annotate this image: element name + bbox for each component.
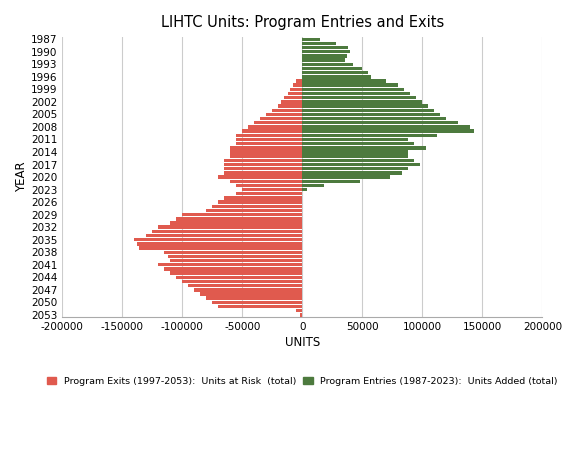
Bar	[302, 138, 408, 141]
Bar	[170, 271, 302, 275]
Bar	[281, 100, 302, 104]
Bar	[302, 117, 447, 120]
Bar	[302, 109, 434, 112]
Bar	[218, 176, 302, 179]
Bar	[297, 309, 302, 313]
Bar	[182, 280, 302, 283]
Bar	[137, 242, 302, 246]
Bar	[200, 292, 302, 296]
Bar	[302, 134, 437, 137]
Bar	[300, 313, 302, 317]
Bar	[266, 113, 302, 116]
Bar	[302, 104, 428, 108]
Bar	[236, 184, 302, 187]
Bar	[218, 305, 302, 308]
Bar	[302, 100, 423, 104]
Bar	[284, 96, 302, 99]
Bar	[134, 238, 302, 242]
Bar	[302, 158, 414, 162]
Bar	[290, 88, 302, 91]
Bar	[302, 58, 346, 62]
Bar	[302, 150, 408, 154]
Bar	[302, 121, 458, 124]
Bar	[248, 125, 302, 129]
Bar	[302, 84, 398, 87]
Bar	[230, 146, 302, 150]
Bar	[170, 259, 302, 262]
Bar	[242, 188, 302, 191]
Bar	[170, 221, 302, 224]
Bar	[206, 296, 302, 300]
Bar	[302, 176, 390, 179]
Bar	[176, 276, 302, 279]
Bar	[302, 88, 404, 91]
Bar	[302, 96, 416, 99]
Bar	[302, 184, 324, 187]
Bar	[230, 150, 302, 154]
Bar	[254, 121, 302, 124]
Title: LIHTC Units: Program Entries and Exits: LIHTC Units: Program Entries and Exits	[161, 15, 444, 30]
Bar	[212, 301, 302, 304]
Bar	[302, 50, 350, 53]
Bar	[272, 109, 302, 112]
Bar	[292, 84, 302, 87]
Bar	[230, 180, 302, 183]
Bar	[242, 129, 302, 133]
Bar	[230, 154, 302, 158]
Bar	[146, 234, 302, 237]
Bar	[164, 251, 302, 254]
Bar	[302, 113, 440, 116]
Bar	[302, 54, 347, 57]
Bar	[224, 196, 302, 200]
Bar	[302, 171, 402, 175]
Bar	[302, 92, 410, 95]
Bar	[302, 154, 408, 158]
Bar	[297, 79, 302, 83]
Bar	[302, 188, 307, 191]
Bar	[176, 217, 302, 220]
Bar	[236, 134, 302, 137]
Bar	[158, 263, 302, 267]
Bar	[302, 62, 353, 66]
Bar	[288, 92, 302, 95]
Bar	[302, 167, 408, 171]
Bar	[302, 46, 348, 49]
Bar	[302, 125, 471, 129]
Bar	[139, 247, 302, 250]
Bar	[152, 229, 302, 233]
Bar	[302, 129, 474, 133]
Bar	[158, 225, 302, 229]
Bar	[212, 205, 302, 208]
Y-axis label: YEAR: YEAR	[15, 162, 28, 192]
Bar	[302, 146, 426, 150]
Bar	[188, 284, 302, 287]
Bar	[278, 104, 302, 108]
Legend: Program Exits (1997-2053):  Units at Risk  (total), Program Entries (1987-2023):: Program Exits (1997-2053): Units at Risk…	[46, 377, 558, 386]
Bar	[182, 213, 302, 216]
Bar	[218, 200, 302, 204]
Bar	[168, 255, 302, 258]
Bar	[302, 67, 362, 70]
Bar	[224, 167, 302, 171]
Bar	[302, 180, 360, 183]
Bar	[302, 163, 420, 166]
Bar	[302, 42, 336, 45]
Bar	[302, 142, 414, 145]
Bar	[260, 117, 302, 120]
Bar	[236, 192, 302, 195]
Bar	[236, 142, 302, 145]
Bar	[224, 158, 302, 162]
Bar	[194, 288, 302, 291]
Bar	[236, 138, 302, 141]
Bar	[224, 171, 302, 175]
Bar	[302, 71, 368, 75]
Bar	[206, 209, 302, 212]
Bar	[224, 163, 302, 166]
Bar	[302, 38, 321, 41]
Bar	[164, 267, 302, 271]
X-axis label: UNITS: UNITS	[285, 336, 320, 349]
Bar	[302, 75, 371, 79]
Bar	[302, 79, 386, 83]
